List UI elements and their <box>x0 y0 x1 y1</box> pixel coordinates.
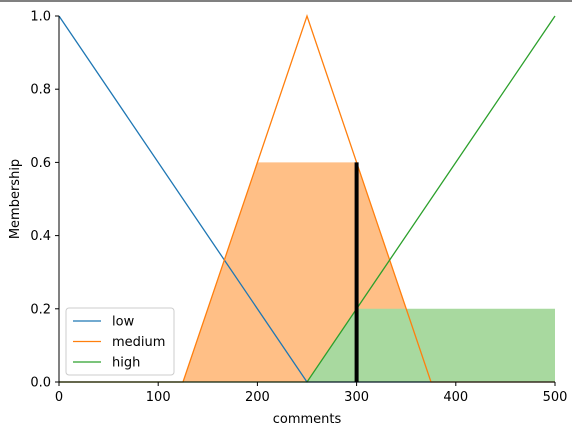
legend: low medium high <box>65 307 175 376</box>
x-tick-label: 0 <box>55 390 63 405</box>
y-tick-label: 0.6 <box>30 156 51 171</box>
filled-regions <box>183 162 555 382</box>
legend-label-low: low <box>112 315 135 330</box>
x-tick-label: 400 <box>443 390 468 405</box>
fill-region-high <box>307 308 555 382</box>
x-tick-label: 200 <box>245 390 270 405</box>
x-tick-label: 300 <box>344 390 369 405</box>
y-tick-label: 0.8 <box>30 83 51 98</box>
y-tick-label: 0.4 <box>30 229 51 244</box>
y-tick-label: 0.2 <box>30 302 51 317</box>
y-ticks: 0.0 0.2 0.4 0.6 0.8 1.0 <box>30 10 59 391</box>
y-tick-label: 0.0 <box>30 376 51 391</box>
y-tick-label: 1.0 <box>30 10 51 25</box>
axes <box>0 0 572 383</box>
x-tick-label: 100 <box>146 390 171 405</box>
legend-label-medium: medium <box>112 335 165 350</box>
legend-box <box>65 307 175 376</box>
x-axis-title: comments <box>273 412 342 427</box>
x-tick-label: 500 <box>543 390 568 405</box>
y-axis-title: Membership <box>8 159 23 239</box>
legend-label-high: high <box>112 356 140 371</box>
x-ticks: 0 100 200 300 400 500 <box>55 382 568 405</box>
